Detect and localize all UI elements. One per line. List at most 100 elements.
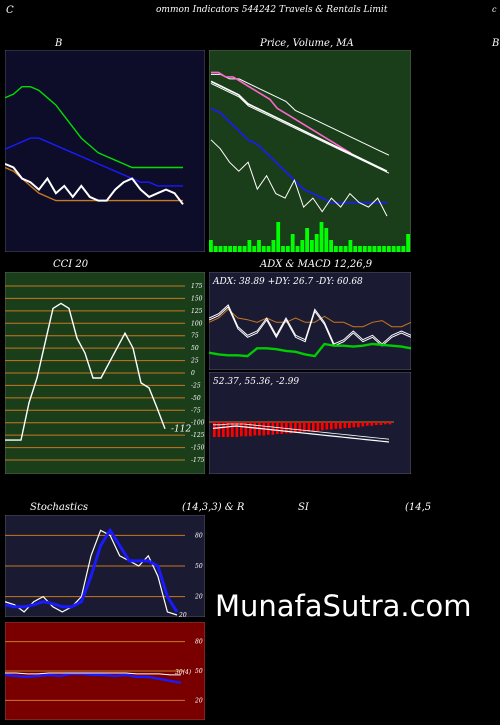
macd-histogram-bar: [325, 422, 329, 430]
macd-histogram-bar: [213, 422, 216, 437]
volume-bar: [396, 246, 401, 252]
stochastics-tail-label: 20: [178, 612, 187, 617]
volume-bar: [242, 246, 247, 252]
cci-tick-label: -150: [191, 445, 205, 452]
cci-tick-label: 175: [191, 283, 203, 290]
header-left-char: C: [6, 5, 14, 16]
macd-histogram-bar: [312, 422, 315, 431]
price-ma-chart: [209, 50, 411, 252]
volume-bar: [382, 246, 386, 252]
volume-bar: [271, 240, 276, 252]
rsi-chart: 80 50 20 30(4): [5, 622, 205, 720]
volume-bar: [401, 246, 406, 252]
volume-bar: [213, 246, 218, 252]
macd-histogram-bar: [244, 422, 248, 437]
cci-label: CCI 20: [53, 259, 89, 270]
cci-tick-label: -75: [191, 407, 201, 414]
volume-bar: [348, 240, 353, 252]
macd-histogram-bar: [253, 422, 257, 436]
macd-signal-line: [213, 423, 390, 440]
bollinger-price-line: [5, 162, 184, 205]
cci-tick-label: -25: [191, 382, 201, 389]
volume-bar: [261, 246, 266, 252]
volume-bar: [334, 246, 338, 252]
price-ma_white-shadow-line: [210, 82, 390, 174]
macd-histogram-bar: [388, 422, 392, 425]
cci-tick-label: 150: [191, 295, 203, 302]
macd-histogram-bar: [334, 422, 338, 429]
volume-bar: [300, 240, 305, 252]
stochastics-tick-label: 80: [195, 532, 203, 539]
volume-bar: [247, 240, 252, 252]
macd-histogram-bar: [379, 422, 383, 425]
macd-histogram-bar: [276, 422, 279, 434]
macd-histogram-bar: [298, 422, 302, 433]
bollinger-upper-line: [5, 86, 183, 169]
macd-histogram-bar: [231, 422, 234, 437]
adx-plus-dy-shadow-line: [209, 306, 411, 347]
rsi-tick-label: 80: [195, 639, 203, 646]
stochastics-params: (14,3,3) & R: [182, 502, 245, 513]
adx-ADX-line: [209, 342, 411, 358]
volume-bar: [257, 240, 261, 252]
macd-histogram-bar: [316, 422, 320, 431]
watermark: MunafaSutra.com: [215, 589, 472, 623]
volume-bar: [276, 222, 281, 252]
macd-histogram-bar: [348, 422, 351, 428]
macd-chart: 52.37, 55.36, -2.99: [209, 372, 411, 474]
macd-histogram-bar: [240, 422, 243, 437]
macd-histogram-bar: [249, 422, 252, 437]
volume-bar: [281, 246, 285, 252]
volume-bar: [353, 246, 358, 252]
macd-histogram-bar: [217, 422, 221, 437]
stochastics-d-line: [5, 527, 179, 613]
rsi-params: (14,5: [405, 502, 432, 513]
price-ma_blue-line: [210, 107, 387, 204]
volume-bar: [319, 222, 324, 252]
rsi-tick-label: 50: [195, 668, 203, 675]
price-ma-label: Price, Volume, MA: [260, 38, 354, 49]
volume-bar: [372, 246, 377, 252]
volume-bar: [362, 246, 367, 252]
volume-bar: [228, 246, 232, 252]
macd-histogram-bar: [361, 422, 365, 427]
volume-bar: [329, 240, 333, 252]
rsi-tick-label: 20: [194, 697, 203, 704]
adx-chart: ADX: 38.89 +DY: 26.7 -DY: 60.68: [209, 272, 411, 370]
price-ma_white-line: [210, 80, 388, 172]
cci-tick-label: 75: [191, 333, 199, 340]
macd-histogram-bar: [285, 422, 288, 434]
volume-bar: [377, 246, 382, 252]
macd-histogram-bar: [384, 422, 387, 425]
stochastics-k-line: [5, 529, 178, 616]
stochastics-tick-label: 20: [194, 594, 203, 601]
macd-histogram-bar: [226, 422, 230, 437]
macd-histogram-bar: [321, 422, 324, 431]
volume-bar: [387, 246, 391, 252]
cci-tick-label: -125: [191, 432, 205, 439]
macd-line: [212, 425, 390, 443]
volume-bar: [343, 246, 348, 252]
macd-histogram-bar: [375, 422, 378, 425]
volume-bar: [358, 246, 362, 252]
volume-bar: [406, 234, 410, 252]
rsi-label: SI: [298, 502, 309, 513]
cci-tick-label: 25: [190, 358, 199, 365]
bollinger-right-char: B: [492, 38, 500, 49]
volume-bar: [295, 246, 300, 252]
macd-values-text: 52.37, 55.36, -2.99: [213, 377, 299, 387]
bollinger-bg: [5, 50, 205, 252]
adx-macd-label: ADX & MACD 12,26,9: [260, 259, 373, 270]
volume-bar: [290, 234, 295, 252]
volume-bar: [314, 234, 319, 252]
cci-tick-label: 125: [191, 308, 203, 315]
cci-tick-label: 50: [191, 345, 199, 352]
volume-bar: [233, 246, 237, 252]
macd-histogram-bar: [294, 422, 297, 433]
volume-bar: [223, 246, 228, 252]
cci-current-label: -112: [171, 425, 191, 435]
macd-histogram-bar: [339, 422, 342, 429]
volume-bar: [367, 246, 372, 252]
adx-values-text: ADX: 38.89 +DY: 26.7 -DY: 60.68: [212, 277, 363, 287]
volume-bar: [237, 246, 242, 252]
